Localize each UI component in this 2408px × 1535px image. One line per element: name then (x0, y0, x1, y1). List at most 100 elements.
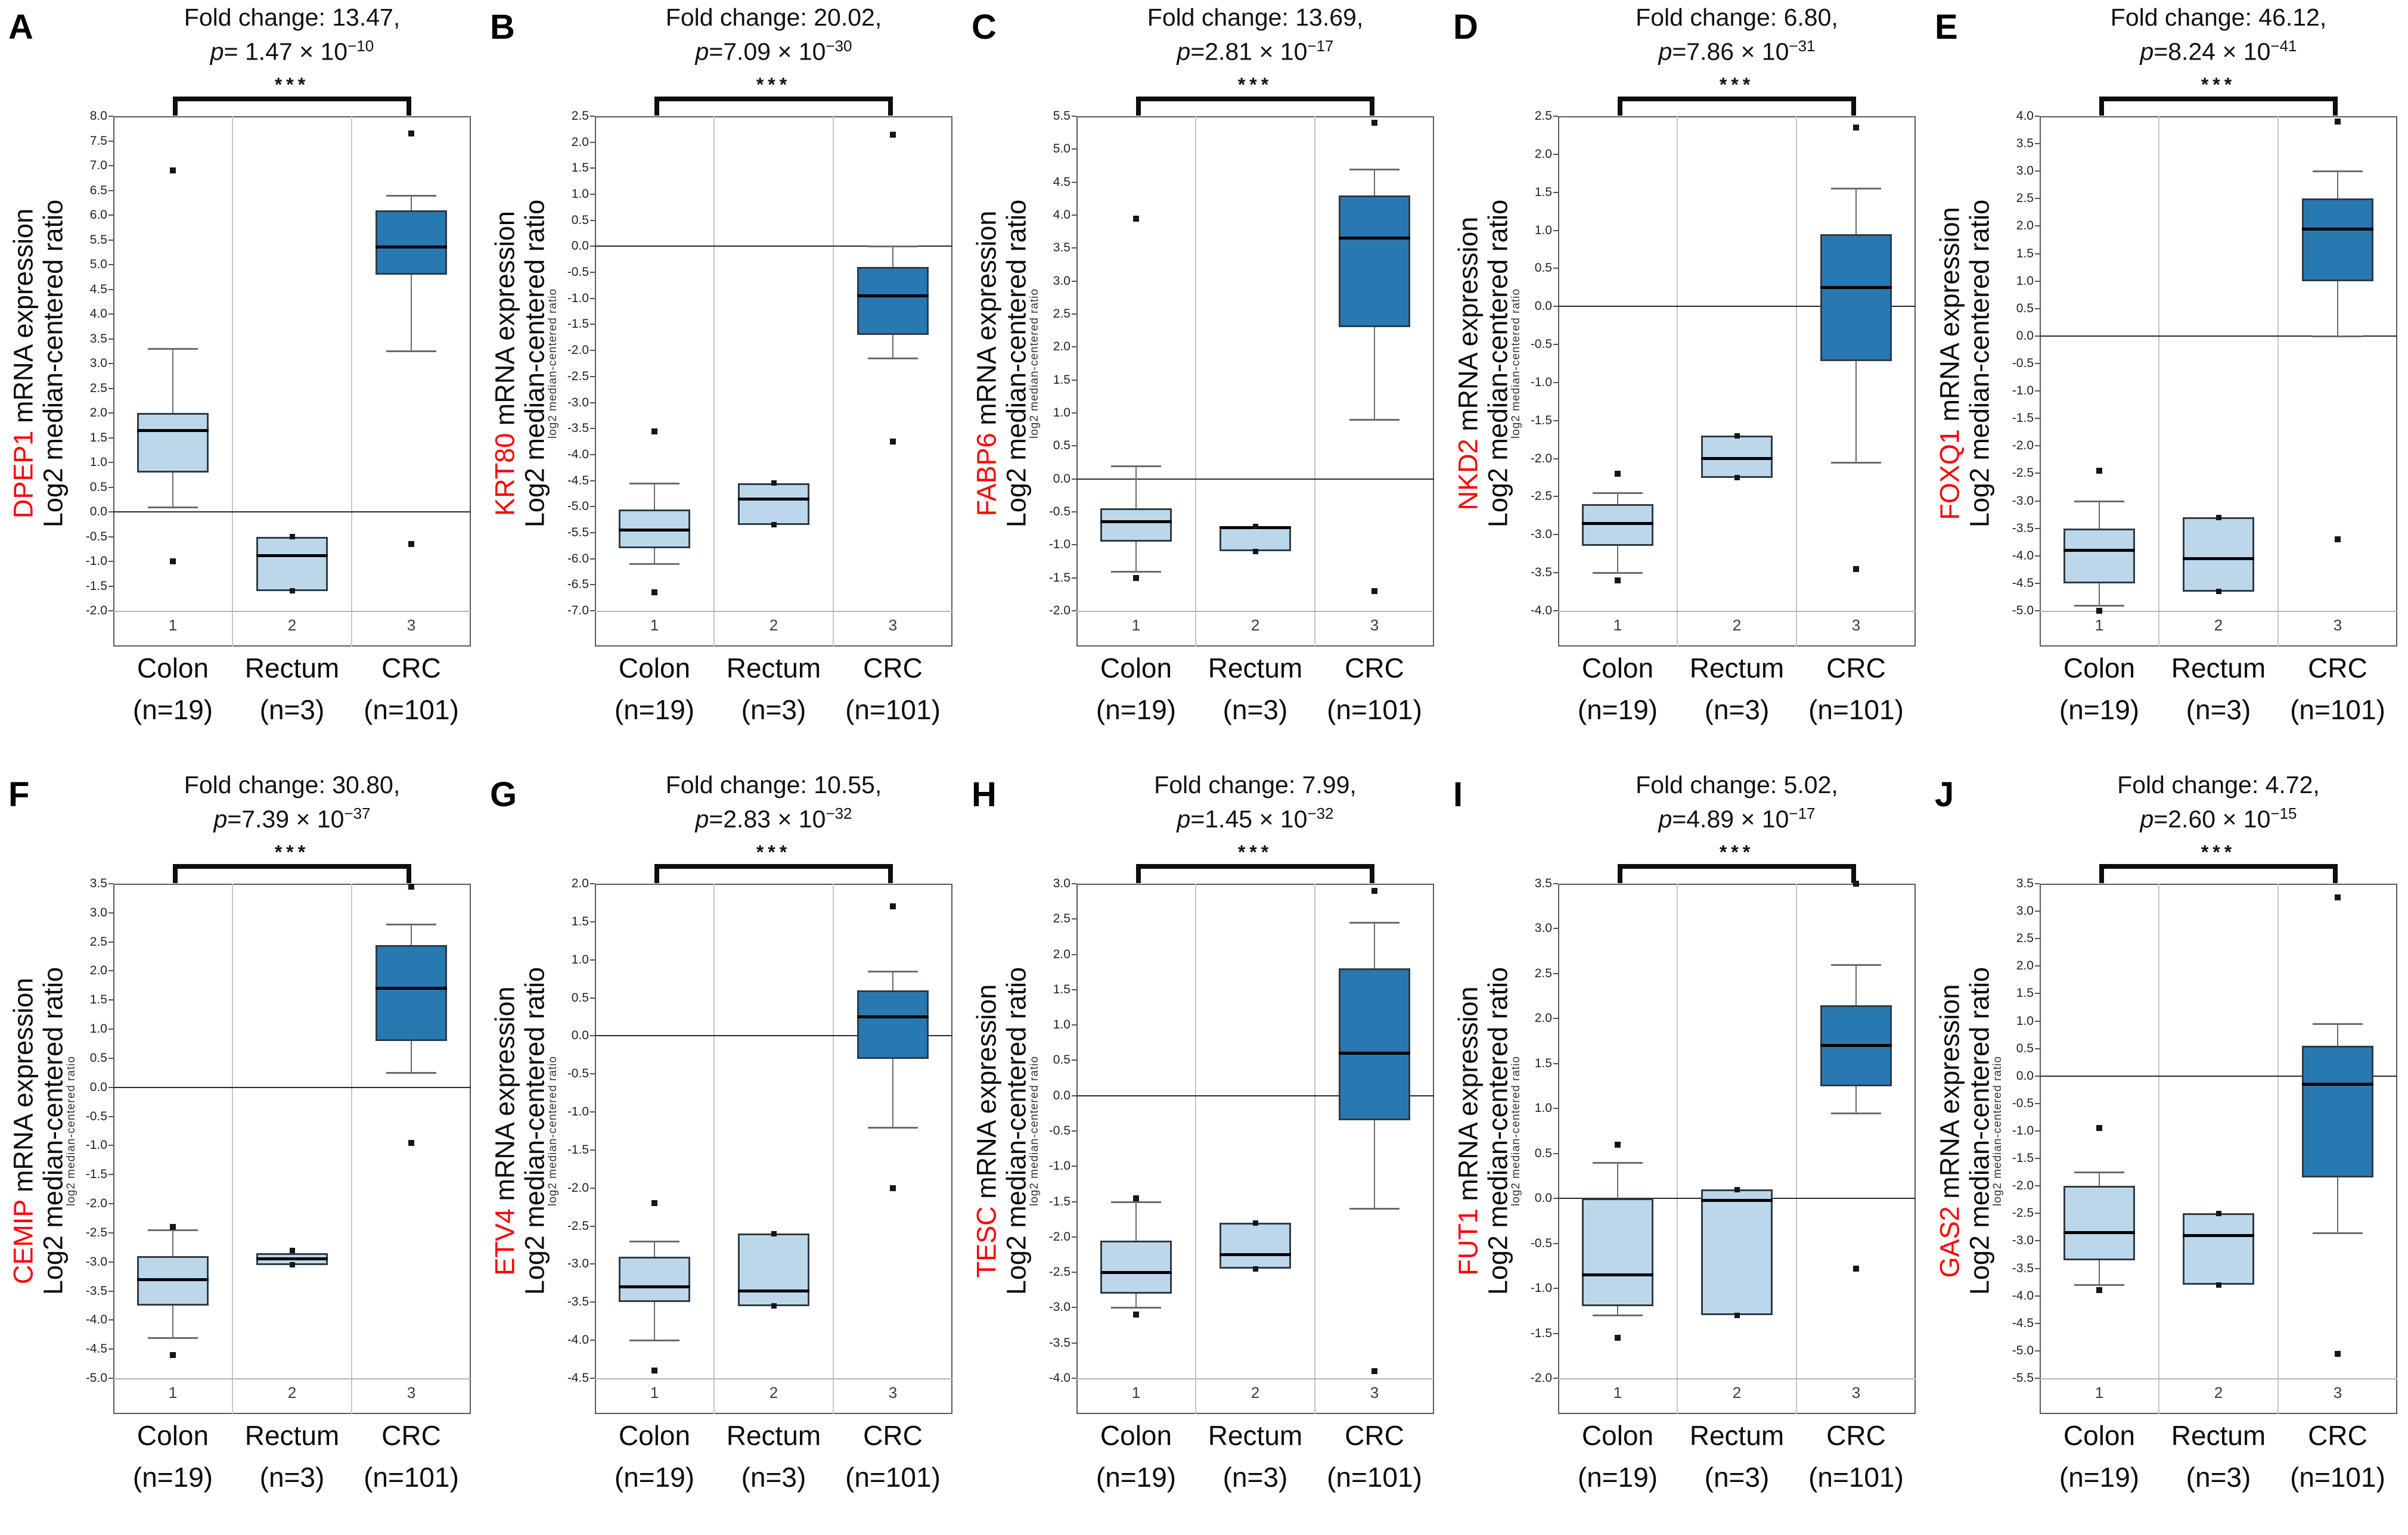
significance-stars: *** (2201, 841, 2236, 863)
x-group-label: Rectum (2171, 1420, 2266, 1451)
y-tick-label: 2.0 (1534, 1011, 1552, 1026)
x-tick-label: 3 (1370, 1384, 1379, 1402)
y-tick-mark (1553, 344, 1558, 346)
group-divider (232, 116, 233, 647)
y-tick-mark (2035, 1350, 2040, 1351)
y-tick-label: -1.5 (567, 317, 589, 331)
boxplot-colon-outlier (2096, 1125, 2102, 1132)
y-tick-mark (590, 506, 595, 508)
boxplot-colon-upper-cap (1111, 1201, 1161, 1203)
y-tick-label: -1.0 (85, 554, 107, 568)
p-italic: p (1658, 38, 1672, 66)
boxplot-crc (2302, 198, 2373, 281)
y-tick-label: -4.5 (567, 1371, 589, 1385)
y-tick-mark (1072, 116, 1076, 117)
boxplot-colon-median (1100, 520, 1172, 524)
y-tick-mark (2035, 1213, 2040, 1214)
x-group-label: CRC (381, 1420, 441, 1451)
y-tick-label: -4.5 (2012, 1316, 2034, 1330)
boxplot-crc-lower-cap (386, 350, 436, 353)
bottom-gridline (2040, 611, 2397, 612)
y-tick-label: 1.5 (1053, 372, 1070, 387)
boxplot-crc-outlier (890, 131, 896, 138)
y-tick-mark (108, 462, 113, 463)
zero-line (113, 1086, 471, 1088)
y-tick-mark (590, 1225, 595, 1227)
bracket-right-tick (1851, 97, 1856, 116)
x-group-label: CRC (2308, 652, 2367, 683)
y-tick-mark (1072, 1059, 1076, 1061)
x-group-n-label: (n=3) (1222, 694, 1288, 725)
y-tick-mark (590, 558, 595, 560)
boxplot-colon-outlier (2096, 1287, 2102, 1294)
y-tick-label: 2.0 (2016, 959, 2034, 973)
gene-name: KRT80 (489, 433, 520, 516)
boxplot-colon-upper-cap (2074, 1172, 2124, 1174)
y-tick-label: 0.5 (571, 990, 589, 1005)
y-tick-mark (108, 511, 113, 512)
panel-G: G Fold change: 10.55, p=2.83 × 10−32 *** 2.0… (482, 768, 963, 1535)
boxplot-colon-outlier (651, 428, 657, 434)
boxplot-colon-lower-cap (148, 506, 198, 508)
x-group-n-label: (n=19) (2059, 1462, 2140, 1493)
x-group-n-label: (n=3) (1222, 1462, 1288, 1493)
inner-y-axis-label: log2 median-centered ratio (1510, 1055, 1522, 1207)
significance-stars: *** (1719, 74, 1755, 95)
boxplot-colon (2063, 528, 2135, 583)
boxplot-crc-upper-cap (1831, 188, 1881, 190)
y-axis-label-line2: Log2 median-centered ratio (1964, 967, 1994, 1295)
y-tick-label: 4.5 (89, 282, 107, 296)
y-tick-label: 6.0 (89, 208, 107, 222)
p-exponent: −37 (344, 804, 371, 822)
y-tick-mark (590, 167, 595, 169)
y-tick-label: -0.5 (2012, 1096, 2034, 1110)
y-tick-mark (2035, 143, 2040, 145)
x-group-n-label: (n=19) (1096, 1462, 1177, 1493)
y-tick-label: -0.5 (1048, 1124, 1070, 1138)
y-tick-mark (108, 165, 113, 166)
boxplot-rectum-point (1252, 548, 1258, 554)
y-tick-label: -4.0 (567, 447, 589, 461)
y-tick-label: 3.0 (2016, 164, 2034, 178)
y-tick-mark (590, 480, 595, 481)
p-exponent: −31 (1789, 37, 1816, 55)
boxplot-colon-upper-cap (148, 348, 198, 350)
y-tick-label: -3.0 (567, 1257, 589, 1271)
y-tick-mark (590, 324, 595, 325)
y-tick-label: 1.0 (2016, 1014, 2034, 1028)
boxplot-rectum-point (771, 1231, 777, 1236)
y-tick-mark (1553, 1242, 1558, 1244)
y-tick-mark (1072, 511, 1076, 512)
y-tick-label: 3.5 (1053, 241, 1070, 255)
y-tick-mark (108, 1232, 113, 1233)
y-tick-label: -4.5 (2012, 576, 2034, 590)
y-axis-label-line1: FUT1 mRNA expression (1453, 986, 1484, 1276)
boxplot-rectum-median (738, 1289, 809, 1292)
x-tick-label: 1 (1613, 616, 1622, 634)
y-tick-mark (590, 883, 595, 884)
y-tick-label: 3.0 (1053, 877, 1070, 890)
panel-letter: G (490, 775, 517, 814)
y-tick-mark (1553, 496, 1558, 498)
panel-letter: H (972, 775, 997, 814)
y-tick-mark (1072, 1307, 1076, 1309)
y-tick-mark (1553, 116, 1558, 117)
y-tick-label: 1.5 (1534, 185, 1552, 199)
y-tick-mark (1072, 1166, 1076, 1167)
y-axis-label-line1: FOXQ1 mRNA expression (1934, 207, 1965, 520)
y-tick-label: 1.5 (89, 993, 107, 1007)
y-tick-mark (590, 997, 595, 999)
y-tick-mark (108, 1174, 113, 1176)
boxplot-colon-outlier (1615, 1141, 1621, 1148)
bracket-left-tick (654, 864, 659, 883)
boxplot-rectum (1219, 1223, 1291, 1269)
y-tick-label: -2.5 (2012, 1206, 2034, 1220)
boxplot-rectum-median (2183, 1233, 2254, 1237)
boxplot-colon-median (1100, 1270, 1172, 1274)
y-tick-label: -2.0 (85, 604, 107, 617)
p-exponent: −41 (2270, 37, 2297, 55)
fold-change-title: Fold change: 13.69, (1147, 4, 1364, 31)
y-tick-mark (108, 437, 113, 439)
x-tick-label: 2 (769, 616, 778, 634)
bracket-right-tick (406, 864, 411, 883)
